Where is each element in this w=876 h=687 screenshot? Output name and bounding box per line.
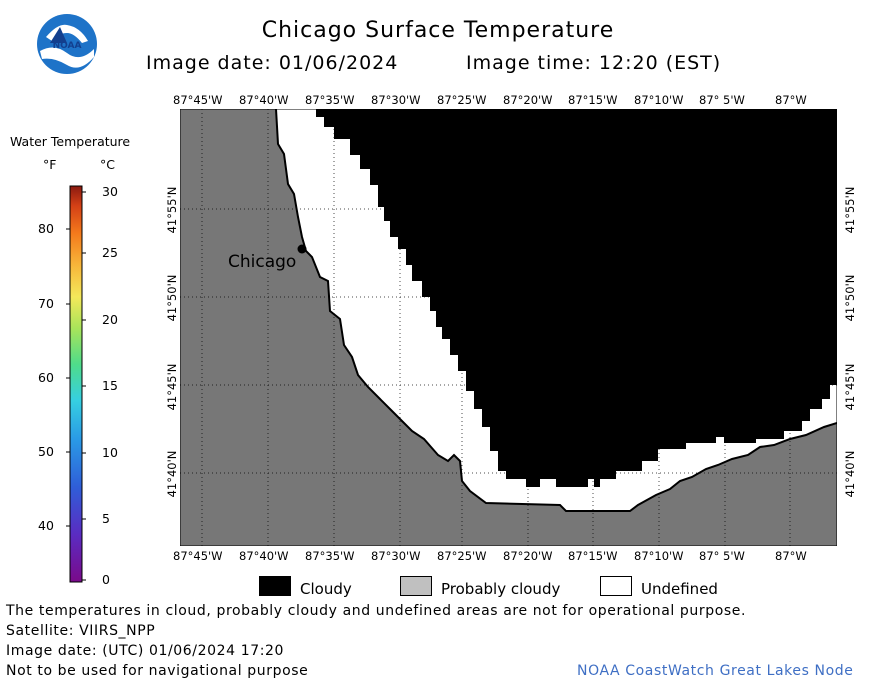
lon-label-top: 87°35'W	[305, 93, 355, 107]
legend-swatch-undefined	[600, 576, 632, 596]
lon-label-bottom: 87°30'W	[371, 549, 421, 563]
lon-label-bottom: 87°35'W	[305, 549, 355, 563]
lat-label-left: 41°45'N	[165, 363, 179, 411]
credit-text: NOAA CoastWatch Great Lakes Node	[577, 663, 854, 679]
noaa-logo-icon: NOAA	[37, 14, 97, 74]
disclaimer-text: The temperatures in cloud, probably clou…	[6, 603, 747, 619]
lat-label-right: 41°55'N	[843, 186, 857, 234]
colorbar-f-tick: 60	[38, 370, 54, 385]
lat-label-left: 41°50'N	[165, 274, 179, 322]
colorbar	[66, 185, 86, 583]
lat-label-right: 41°40'N	[843, 450, 857, 498]
colorbar-c-tick: 10	[102, 445, 118, 460]
lon-label-bottom: 87° 5'W	[699, 549, 745, 563]
lon-label-bottom: 87°10'W	[634, 549, 684, 563]
lon-label-bottom: 87°W	[775, 549, 807, 563]
land-area	[180, 109, 837, 546]
colorbar-unit-c: °C	[100, 157, 115, 172]
colorbar-unit-f: °F	[43, 157, 57, 172]
page-title: Chicago Surface Temperature	[261, 18, 615, 43]
colorbar-f-tick: 70	[38, 296, 54, 311]
grid-lines	[180, 109, 837, 546]
legend-label-probably-cloudy: Probably cloudy	[441, 580, 561, 598]
lat-label-right: 41°45'N	[843, 363, 857, 411]
temperature-map	[180, 109, 837, 546]
colorbar-f-tick: 50	[38, 444, 54, 459]
lat-label-right: 41°50'N	[843, 274, 857, 322]
cloudy-area	[316, 109, 837, 487]
chicago-marker-icon	[297, 244, 307, 254]
coastline	[275, 109, 837, 512]
navigation-warning-text: Not to be used for navigational purpose	[6, 663, 309, 679]
lon-label-top: 87° 5'W	[699, 93, 745, 107]
lon-label-top: 87°W	[775, 93, 807, 107]
lon-label-top: 87°45'W	[173, 93, 223, 107]
colorbar-c-tick: 0	[102, 572, 110, 587]
legend-swatch-cloudy	[259, 576, 291, 596]
image-time: Image time: 12:20 (EST)	[466, 52, 722, 74]
legend-label-cloudy: Cloudy	[300, 580, 352, 598]
colorbar-c-tick: 20	[102, 312, 118, 327]
satellite-text: Satellite: VIIRS_NPP	[6, 623, 156, 639]
lon-label-top: 87°40'W	[239, 93, 289, 107]
colorbar-c-tick: 5	[102, 511, 110, 526]
colorbar-f-tick: 80	[38, 221, 54, 236]
lat-label-left: 41°40'N	[165, 450, 179, 498]
colorbar-c-tick: 15	[102, 378, 118, 393]
legend-swatch-probably-cloudy	[400, 576, 432, 596]
utc-date-text: Image date: (UTC) 01/06/2024 17:20	[6, 643, 285, 659]
colorbar-c-tick: 30	[102, 184, 118, 199]
lat-label-left: 41°55'N	[165, 186, 179, 234]
lon-label-top: 87°30'W	[371, 93, 421, 107]
city-label: Chicago	[228, 252, 297, 272]
image-date: Image date: 01/06/2024	[146, 52, 399, 74]
lon-label-bottom: 87°45'W	[173, 549, 223, 563]
lon-label-bottom: 87°40'W	[239, 549, 289, 563]
lon-label-bottom: 87°15'W	[568, 549, 618, 563]
lon-label-top: 87°15'W	[568, 93, 618, 107]
lon-label-top: 87°25'W	[437, 93, 487, 107]
lon-label-top: 87°10'W	[634, 93, 684, 107]
colorbar-title: Water Temperature	[10, 134, 131, 149]
lon-label-bottom: 87°25'W	[437, 549, 487, 563]
lon-label-top: 87°20'W	[503, 93, 553, 107]
svg-text:NOAA: NOAA	[53, 41, 82, 51]
colorbar-f-tick: 40	[38, 518, 54, 533]
colorbar-c-tick: 25	[102, 245, 118, 260]
legend-label-undefined: Undefined	[641, 580, 718, 598]
lon-label-bottom: 87°20'W	[503, 549, 553, 563]
